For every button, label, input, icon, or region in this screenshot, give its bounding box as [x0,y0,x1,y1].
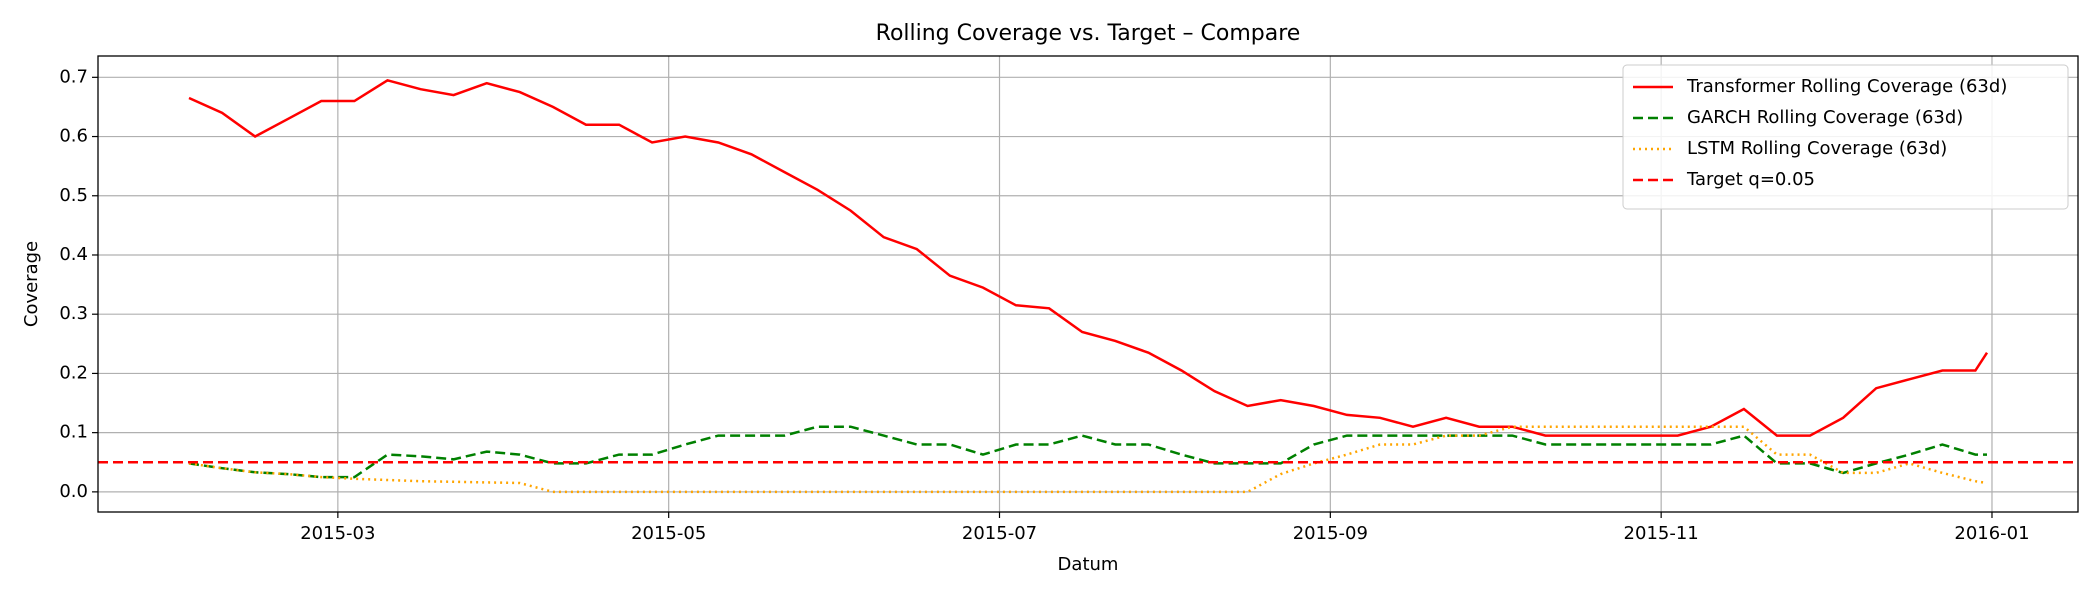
y-tick-label: 0.6 [59,126,88,147]
series-line [188,78,1989,437]
series-line [188,425,1987,479]
x-tick-label: 2015-05 [631,523,706,544]
x-tick-label: 2015-09 [1293,523,1368,544]
x-tick-label: 2015-11 [1624,523,1699,544]
x-axis-label: Datum [1058,554,1119,575]
x-tick-label: 2015-07 [962,523,1037,544]
plot-frame [97,55,2079,513]
y-axis-label: Coverage [21,241,42,327]
y-tick-label: 0.1 [59,422,88,443]
y-tick-label: 0.4 [59,244,88,265]
x-tick-label: 2016-01 [1954,523,2029,544]
y-tick-label: 0.3 [59,303,88,324]
y-tick-label: 0.2 [59,362,88,383]
chart-title: Rolling Coverage vs. Target – Compare [876,21,1301,46]
legend-label: GARCH Rolling Coverage (63d) [1687,107,1963,128]
y-tick-label: 0.5 [59,185,88,206]
legend-label: LSTM Rolling Coverage (63d) [1687,138,1947,159]
legend-label: Transformer Rolling Coverage (63d) [1686,76,2007,97]
y-tick-label: 0.7 [59,66,88,87]
x-tick-label: 2015-03 [300,523,375,544]
legend-box [1622,64,2069,210]
y-tick-label: 0.0 [59,481,88,502]
legend-label: Target q=0.05 [1686,169,1815,190]
